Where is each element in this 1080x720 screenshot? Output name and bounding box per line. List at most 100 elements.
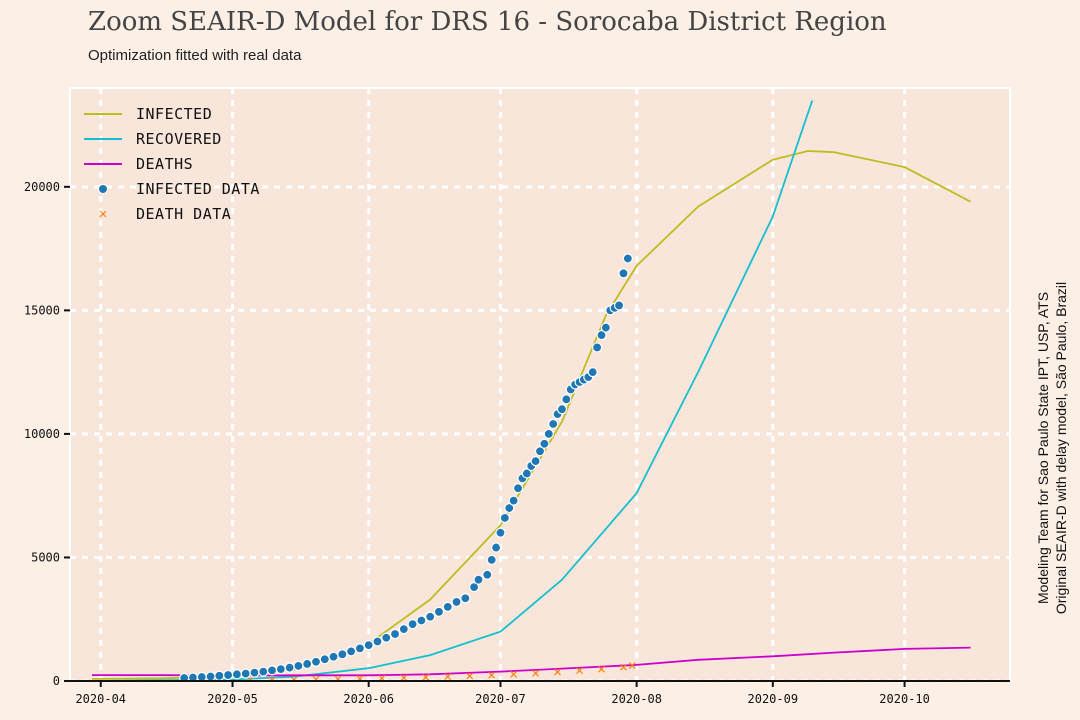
infected-data-point: [266, 665, 278, 676]
infected-data-point: [469, 582, 480, 593]
infected-data-point: [363, 640, 374, 651]
x-tick-label: 2020-07: [475, 692, 526, 706]
x-tick-label: 2020-08: [611, 692, 662, 706]
chart-subtitle: Optimization fitted with real data: [88, 47, 302, 64]
infected-data-point: [473, 574, 484, 585]
infected-data-point: [433, 606, 445, 617]
legend-swatch: [98, 184, 108, 194]
infected-data-point: [499, 512, 510, 524]
infected-data-point: [548, 418, 559, 430]
infected-data-point: [534, 446, 546, 457]
legend-label: DEATH DATA: [136, 205, 231, 223]
death-data-point: [554, 668, 561, 676]
legend-label: RECOVERED: [136, 130, 222, 148]
infected-data-point: [275, 664, 286, 675]
y-tick-label: 20000: [24, 180, 60, 194]
infected-data-point: [407, 619, 418, 630]
axes: 2020-04 2020-05 2020-06 2020-07 2020-08 2020-…: [24, 180, 1010, 706]
infected-data-point: [490, 542, 502, 553]
death-data-point: [532, 669, 540, 677]
x-mark-stroke: [628, 662, 636, 670]
x-mark-stroke: [400, 674, 408, 681]
infected-data-point: [337, 649, 348, 660]
x-tick-label: 2020-09: [748, 692, 799, 706]
infected-data-point: [556, 404, 568, 415]
infected-data-point: [600, 322, 611, 333]
y-tick-label: 15000: [24, 303, 60, 317]
x-mark-stroke: [466, 672, 474, 680]
infected-data-point: [587, 367, 598, 378]
credit-line-1: Modeling Team for Sao Paulo State IPT, U…: [1035, 292, 1051, 604]
x-mark-stroke: [598, 665, 605, 673]
death-data-point: [334, 675, 342, 681]
legend: INFECTED RECOVERED DEATHS INFECTED DATA DEAT…: [84, 105, 260, 223]
death-data-point: [444, 673, 452, 681]
credit-line-2: Original SEAIR-D with delay model, São P…: [1053, 282, 1069, 614]
legend-entry-deaths: DEATHS: [84, 155, 193, 173]
infected-data-point: [530, 455, 541, 467]
death-data-point: [422, 673, 430, 681]
infected-data-point: [310, 656, 322, 667]
y-tick-label: 0: [53, 674, 60, 688]
infected-data-point: [284, 662, 295, 673]
x-tick-label: 2020-05: [207, 692, 258, 706]
legend-entry-infected: INFECTED: [84, 105, 212, 123]
infected-data-point: [258, 666, 269, 677]
infected-data-point: [293, 660, 304, 672]
infected-data-point: [328, 651, 339, 662]
legend-swatch: [99, 210, 107, 218]
infected-data-point: [231, 669, 243, 680]
infected-data-point: [205, 671, 216, 681]
x-mark-stroke: [422, 673, 430, 681]
infected-data-point: [596, 329, 607, 341]
infected-data-point: [512, 483, 524, 494]
infected-data-point: [223, 669, 234, 681]
infected-data-point: [302, 658, 313, 670]
infected-data-point: [319, 654, 330, 665]
infected-data-point: [622, 253, 633, 264]
death-data-point: [488, 671, 496, 679]
legend-label: INFECTED DATA: [136, 180, 260, 198]
infected-data-point: [249, 667, 260, 678]
recovered-line: [91, 100, 814, 681]
x-mark-stroke: [444, 673, 452, 681]
infected-data-point: [543, 428, 554, 440]
infected-data-point: [482, 569, 493, 580]
x-mark-stroke: [313, 675, 320, 681]
infected-data-point: [592, 342, 603, 353]
legend-entry-death-data: DEATH DATA: [99, 205, 231, 223]
infected-data-point: [508, 495, 519, 506]
infected-data-point: [425, 611, 436, 622]
infected-data-point: [504, 502, 515, 514]
infected-data-point: [561, 394, 572, 405]
legend-entry-recovered: RECOVERED: [84, 130, 222, 148]
x-mark-stroke: [291, 676, 298, 681]
x-tick-label: 2020-06: [343, 692, 394, 706]
y-tick-label: 10000: [24, 427, 60, 441]
death-data-point: [290, 676, 298, 681]
y-tick-label: 5000: [31, 550, 60, 564]
death-data-point: [466, 672, 474, 680]
infected-data-point: [486, 554, 497, 566]
infected-data-point: [521, 468, 532, 479]
infected-data-point: [442, 601, 453, 612]
legend-label: INFECTED: [136, 105, 212, 123]
plot-area: [69, 87, 1011, 682]
infected-data-point: [416, 615, 427, 626]
infected-data-point: [240, 668, 251, 679]
infected-data-point: [398, 624, 409, 635]
chart-title: Zoom SEAIR-D Model for DRS 16 - Sorocaba…: [88, 7, 887, 37]
x-tick-label: 2020-10: [879, 692, 930, 706]
death-data-point: [576, 667, 583, 675]
credits: Modeling Team for Sao Paulo State IPT, U…: [1035, 282, 1069, 614]
x-mark-stroke: [620, 663, 627, 671]
death-data-point: [400, 674, 408, 681]
x-mark-stroke: [532, 669, 540, 677]
infected-data-point: [389, 628, 401, 640]
death-data-point: [620, 663, 627, 671]
infected-data-point: [539, 438, 550, 449]
death-data-point: [510, 670, 518, 678]
infected-data-point: [618, 268, 629, 279]
death-data-point: [598, 665, 605, 673]
